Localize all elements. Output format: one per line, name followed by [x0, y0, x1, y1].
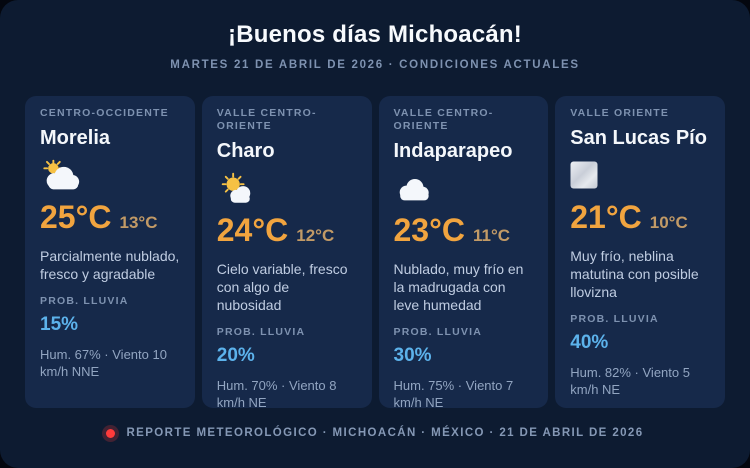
weather-card-charo: VALLE CENTRO-ORIENTE Charo — [201, 96, 372, 408]
humidity-wind-details: Hum. 75% · Viento 7 km/h NE — [393, 378, 514, 408]
sun-behind-large-cloud-icon — [40, 159, 180, 191]
weather-card-morelia: CENTRO-OCCIDENTE Morelia — [25, 96, 195, 408]
conditions-description: Cielo variable, fresco con algo de nubos… — [216, 261, 348, 313]
report-footer: REPORTE METEOROLÓGICO · MICHOACÁN · MÉXI… — [0, 427, 750, 439]
page-subtitle: MARTES 21 DE ABRIL DE 2026 · CONDICIONES… — [170, 59, 580, 71]
region-label: VALLE CENTRO-ORIENTE — [216, 107, 317, 132]
temperature-row: 23°C 11°C — [394, 213, 534, 253]
low-temperature: 10°C — [649, 213, 688, 232]
temperature-row: 24°C 12°C — [217, 213, 357, 253]
rain-probability-value: 40% — [570, 332, 609, 353]
low-temperature: 12°C — [296, 226, 335, 245]
rain-probability-label: PROB. LLUVIA — [216, 326, 306, 338]
humidity-wind-details: Hum. 82% · Viento 5 km/h NE — [570, 365, 690, 397]
humidity-wind-details: Hum. 67% · Viento 10 km/h NNE — [40, 347, 167, 379]
live-indicator-dot-icon — [106, 428, 116, 438]
current-temperature: 21°C — [570, 199, 642, 235]
cloud-icon — [394, 172, 534, 204]
conditions-description: Muy frío, neblina matutina con posible l… — [570, 248, 699, 300]
rain-probability-label: PROB. LLUVIA — [40, 295, 129, 307]
city-cards-grid: CENTRO-OCCIDENTE Morelia — [25, 96, 725, 408]
region-label: VALLE ORIENTE — [570, 107, 670, 119]
conditions-description: Nublado, muy frío en la madrugada con le… — [393, 261, 524, 313]
footer-text: REPORTE METEOROLÓGICO · MICHOACÁN · MÉXI… — [126, 427, 644, 439]
sun-behind-small-cloud-icon — [217, 172, 357, 204]
rain-probability-value: 15% — [40, 314, 79, 335]
weather-card-san-lucas-pio: VALLE ORIENTE San Lucas Pío — [555, 96, 725, 408]
low-temperature: 13°C — [119, 213, 158, 232]
region-label: VALLE CENTRO-ORIENTE — [393, 107, 494, 132]
rain-probability-value: 20% — [216, 345, 255, 366]
current-temperature: 24°C — [216, 212, 289, 248]
region-label: CENTRO-OCCIDENTE — [40, 107, 169, 119]
low-temperature: 11°C — [473, 226, 511, 245]
rain-probability-label: PROB. LLUVIA — [393, 326, 482, 338]
city-name: Indaparapeo — [393, 140, 513, 162]
city-name: Morelia — [40, 127, 111, 149]
weather-card-indaparapeo: VALLE CENTRO-ORIENTE Indaparapeo 23°C 11… — [378, 96, 549, 408]
rain-probability-value: 30% — [393, 345, 432, 366]
humidity-wind-details: Hum. 70% · Viento 8 km/h NE — [216, 378, 337, 408]
temperature-row: 25°C 13°C — [40, 200, 180, 240]
fog-icon — [570, 159, 710, 191]
rain-probability-label: PROB. LLUVIA — [570, 313, 659, 325]
city-name: Charo — [216, 140, 275, 162]
current-temperature: 25°C — [40, 199, 112, 235]
temperature-row: 21°C 10°C — [570, 200, 710, 240]
city-name: San Lucas Pío — [570, 127, 707, 149]
current-temperature: 23°C — [393, 212, 466, 248]
page-title: ¡Buenos días Michoacán! — [228, 21, 522, 48]
conditions-description: Parcialmente nublado, fresco y agradable — [40, 248, 180, 282]
